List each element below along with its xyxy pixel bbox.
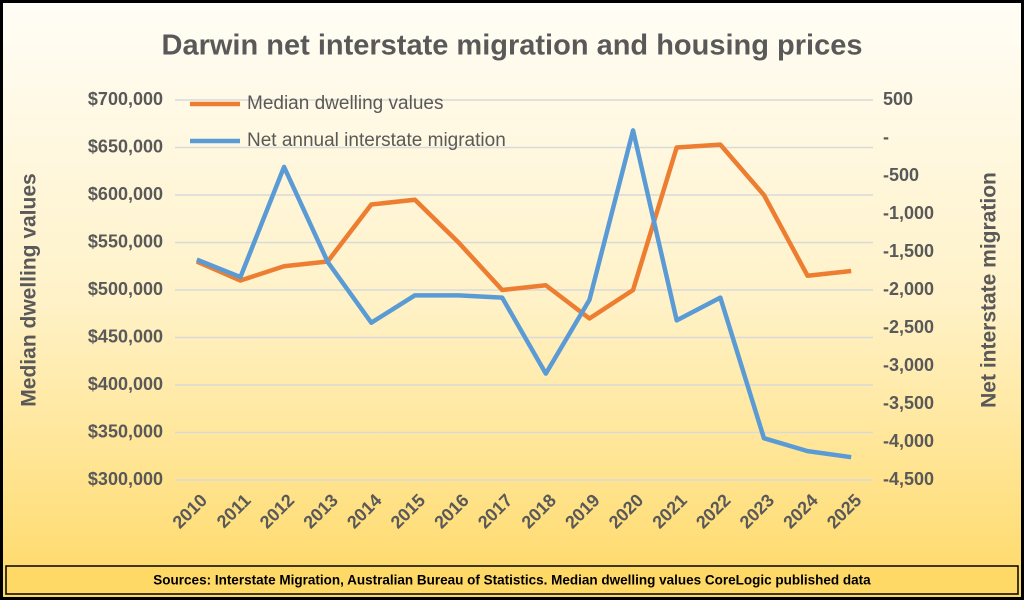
y2-tick-label: -3,000 xyxy=(883,355,934,375)
y-tick-label: $500,000 xyxy=(88,279,163,299)
y2-tick-label: -2,000 xyxy=(883,279,934,299)
y-axis-title: Median dwelling values xyxy=(18,173,41,406)
y2-tick-label: -3,500 xyxy=(883,393,934,413)
y2-tick-label: -4,500 xyxy=(883,469,934,489)
source-note: Sources: Interstate Migration, Australia… xyxy=(153,573,871,588)
legend-label: Median dwelling values xyxy=(247,93,443,114)
y2-axis-title: Net interstate migration xyxy=(978,172,1001,408)
y-tick-label: $700,000 xyxy=(88,89,163,109)
y-tick-label: $300,000 xyxy=(88,469,163,489)
y-tick-label: $350,000 xyxy=(88,421,163,441)
legend-label: Net annual interstate migration xyxy=(247,130,506,151)
y2-tick-label: - xyxy=(883,127,889,147)
y-tick-label: $650,000 xyxy=(88,136,163,156)
chart-title: Darwin net interstate migration and hous… xyxy=(162,30,863,62)
y-tick-label: $600,000 xyxy=(88,184,163,204)
y2-tick-label: -4,000 xyxy=(883,431,934,451)
y2-tick-label: 500 xyxy=(883,89,913,109)
data-line xyxy=(195,142,852,321)
y-tick-label: $450,000 xyxy=(88,326,163,346)
y-tick-label: $400,000 xyxy=(88,374,163,394)
y2-tick-label: -1,000 xyxy=(883,203,934,223)
y-tick-label: $550,000 xyxy=(88,231,163,251)
y2-tick-label: -2,500 xyxy=(883,317,934,337)
y2-tick-label: -1,500 xyxy=(883,241,934,261)
y2-tick-label: -500 xyxy=(883,165,919,185)
footer-box xyxy=(5,565,1019,595)
data-line xyxy=(195,128,852,460)
